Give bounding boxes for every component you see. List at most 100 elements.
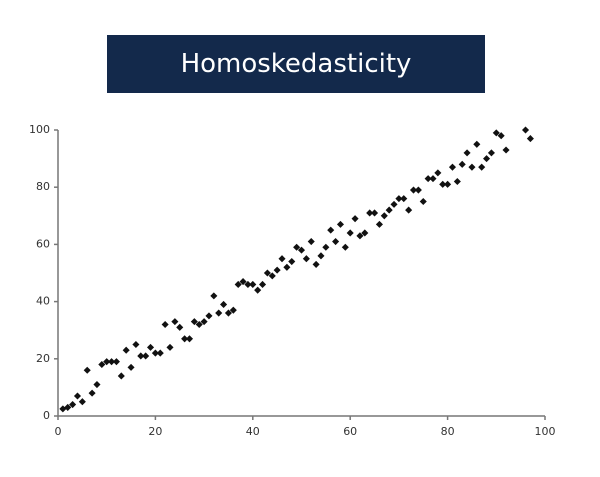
point (132, 340, 140, 349)
point (371, 209, 379, 217)
point (385, 206, 393, 214)
y-tick-label: 20 (36, 352, 50, 365)
point (395, 195, 403, 203)
point (93, 381, 101, 389)
point (229, 306, 237, 314)
point (478, 163, 486, 171)
point (492, 129, 500, 137)
point (390, 200, 398, 208)
x-tick-label: 0 (55, 425, 62, 438)
point (200, 318, 208, 326)
point (234, 280, 242, 288)
point (117, 372, 125, 380)
point (356, 232, 364, 240)
point (526, 135, 534, 143)
point (151, 349, 159, 357)
point (307, 238, 315, 246)
point (181, 335, 189, 343)
point (448, 163, 457, 171)
point (366, 209, 374, 217)
point (98, 360, 106, 369)
point (249, 280, 257, 288)
point (103, 358, 111, 366)
point (434, 169, 442, 177)
point (268, 272, 276, 280)
point (409, 186, 418, 194)
x-tick-label: 100 (535, 425, 556, 438)
point (439, 180, 447, 188)
point (341, 243, 349, 251)
point (205, 312, 213, 320)
point (273, 266, 281, 274)
point (146, 343, 155, 351)
point (127, 363, 135, 371)
point (400, 195, 408, 203)
chart-title: Homoskedasticity (107, 35, 485, 93)
x-tick-label: 40 (246, 425, 260, 438)
point (487, 149, 495, 157)
point (185, 335, 194, 343)
x-tick-label: 80 (441, 425, 455, 438)
y-tick-label: 60 (36, 237, 50, 250)
point (458, 160, 466, 168)
point (220, 300, 228, 308)
point (122, 346, 130, 354)
point (69, 401, 77, 409)
point (346, 229, 354, 237)
y-tick-label: 100 (29, 123, 50, 136)
point (142, 352, 150, 360)
point (497, 132, 505, 140)
point (161, 320, 169, 329)
point (336, 220, 344, 228)
point (263, 269, 271, 277)
point (312, 260, 320, 268)
point (278, 255, 286, 263)
point (444, 180, 452, 188)
point (88, 389, 96, 397)
point (195, 320, 203, 329)
point (361, 229, 369, 237)
point (419, 197, 427, 206)
point (473, 140, 481, 148)
point (297, 246, 306, 254)
point (405, 206, 413, 214)
point (468, 163, 476, 171)
point (215, 309, 223, 317)
point (453, 177, 461, 186)
point (137, 352, 145, 360)
point (293, 243, 301, 251)
y-tick-label: 80 (36, 180, 50, 193)
point (239, 278, 247, 286)
point (375, 220, 383, 228)
point (332, 238, 340, 246)
point (521, 126, 530, 134)
point (171, 318, 179, 326)
point (424, 175, 432, 183)
point (176, 323, 184, 331)
point (502, 146, 510, 154)
point (351, 215, 359, 223)
point (166, 343, 174, 351)
y-tick-label: 0 (43, 409, 50, 422)
point (156, 349, 164, 357)
point (463, 149, 471, 157)
point (190, 318, 198, 326)
point (380, 212, 388, 220)
point (483, 155, 491, 163)
point (259, 280, 267, 288)
point (83, 366, 91, 374)
point (244, 280, 252, 288)
point (317, 252, 325, 260)
point (78, 398, 86, 406)
point (64, 403, 72, 411)
point (254, 286, 262, 294)
x-tick-label: 20 (148, 425, 162, 438)
point (112, 358, 120, 366)
y-tick-label: 40 (36, 295, 50, 308)
point (73, 392, 82, 400)
point (210, 292, 218, 300)
point (429, 175, 437, 183)
point (283, 263, 291, 271)
